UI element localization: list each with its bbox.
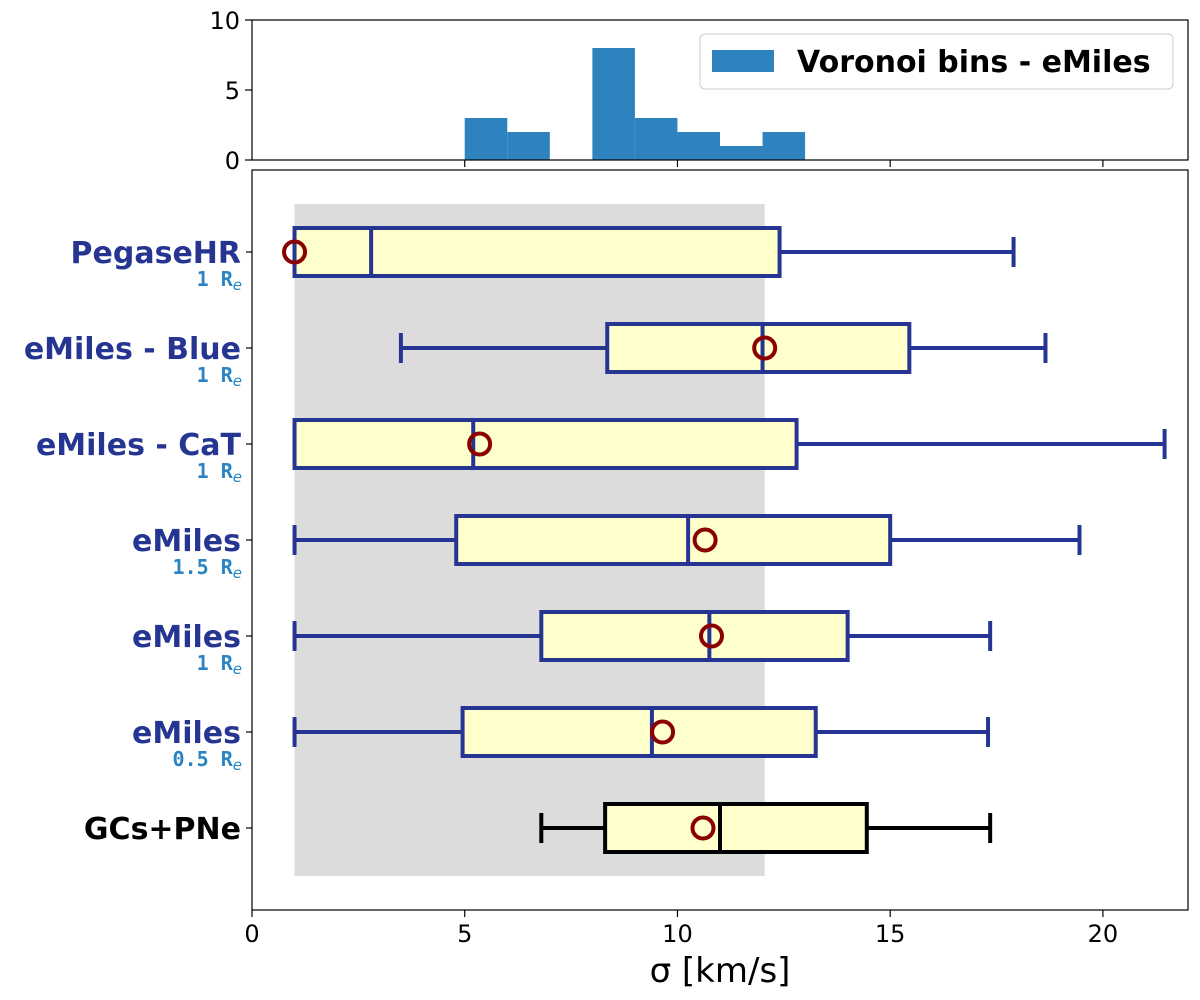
category-sublabel: 1 Re (197, 267, 242, 294)
mean-marker (467, 431, 493, 457)
boxplot-row (398, 322, 1048, 374)
iqr-box (454, 514, 893, 566)
mean-marker (692, 527, 718, 553)
category-label: eMiles (132, 524, 241, 559)
iqr-box (460, 706, 818, 758)
boxplot-x-ticks: 0 5 10 15 20 (244, 910, 1118, 948)
mean-marker (282, 239, 308, 265)
boxplot-rows (282, 226, 1167, 854)
category-label: eMiles - Blue (24, 332, 241, 367)
category-label: eMiles (132, 716, 241, 751)
boxplot-row (282, 226, 1016, 278)
x-tick-label: 10 (662, 920, 693, 948)
histogram-bars (464, 48, 806, 160)
histogram-bar (634, 118, 678, 160)
histogram-y-tick-label: 5 (225, 77, 240, 105)
histogram-y-tick-label: 10 (209, 7, 240, 35)
iqr-box (539, 610, 850, 662)
iqr-box (292, 418, 799, 470)
legend: Voronoi bins - eMiles (699, 33, 1174, 90)
histogram-y-ticks: 0 5 10 (209, 7, 252, 175)
category-label: eMiles (132, 620, 241, 655)
boxplot-row (292, 514, 1082, 566)
histogram-x-ticks (464, 160, 1104, 167)
iqr-box (292, 226, 782, 278)
category-label: eMiles - CaT (36, 428, 242, 463)
histogram-bar (464, 118, 508, 160)
histogram-bar (677, 132, 720, 160)
x-tick-label: 15 (875, 920, 906, 948)
iqr-box (603, 802, 869, 854)
mean-marker (752, 335, 778, 361)
mean-marker (698, 623, 724, 649)
histogram-bar (592, 48, 635, 160)
category-label: PegaseHR (71, 236, 241, 271)
category-sublabel: 1 Re (197, 651, 242, 678)
histogram-bar (720, 146, 763, 160)
histogram-y-tick-label: 0 (225, 147, 240, 175)
category-sublabel: 1 Re (197, 459, 242, 486)
category-sublabel: 1 Re (197, 363, 242, 390)
x-tick-label: 5 (457, 920, 472, 948)
x-axis-title: σ [km/s] (650, 951, 791, 991)
boxplot-row (292, 418, 1167, 470)
legend-swatch (712, 50, 774, 72)
boxplot-row (539, 802, 993, 854)
x-tick-label: 0 (244, 920, 259, 948)
mean-marker (690, 815, 716, 841)
x-tick-label: 20 (1088, 920, 1119, 948)
category-label: GCs+PNe (84, 812, 241, 847)
mean-marker (650, 719, 676, 745)
category-sublabel: 0.5 Re (173, 747, 242, 774)
histogram-bar (762, 132, 806, 160)
iqr-box (605, 322, 912, 374)
legend-frame (699, 33, 1174, 90)
boxplot-row (292, 610, 993, 662)
boxplot-row (292, 706, 991, 758)
legend-label: Voronoi bins - eMiles (797, 45, 1151, 80)
histogram-bar (507, 132, 550, 160)
category-sublabel: 1.5 Re (173, 555, 242, 582)
histogram-panel: 0 5 10 Voronoi bins - eMiles (209, 7, 1189, 175)
